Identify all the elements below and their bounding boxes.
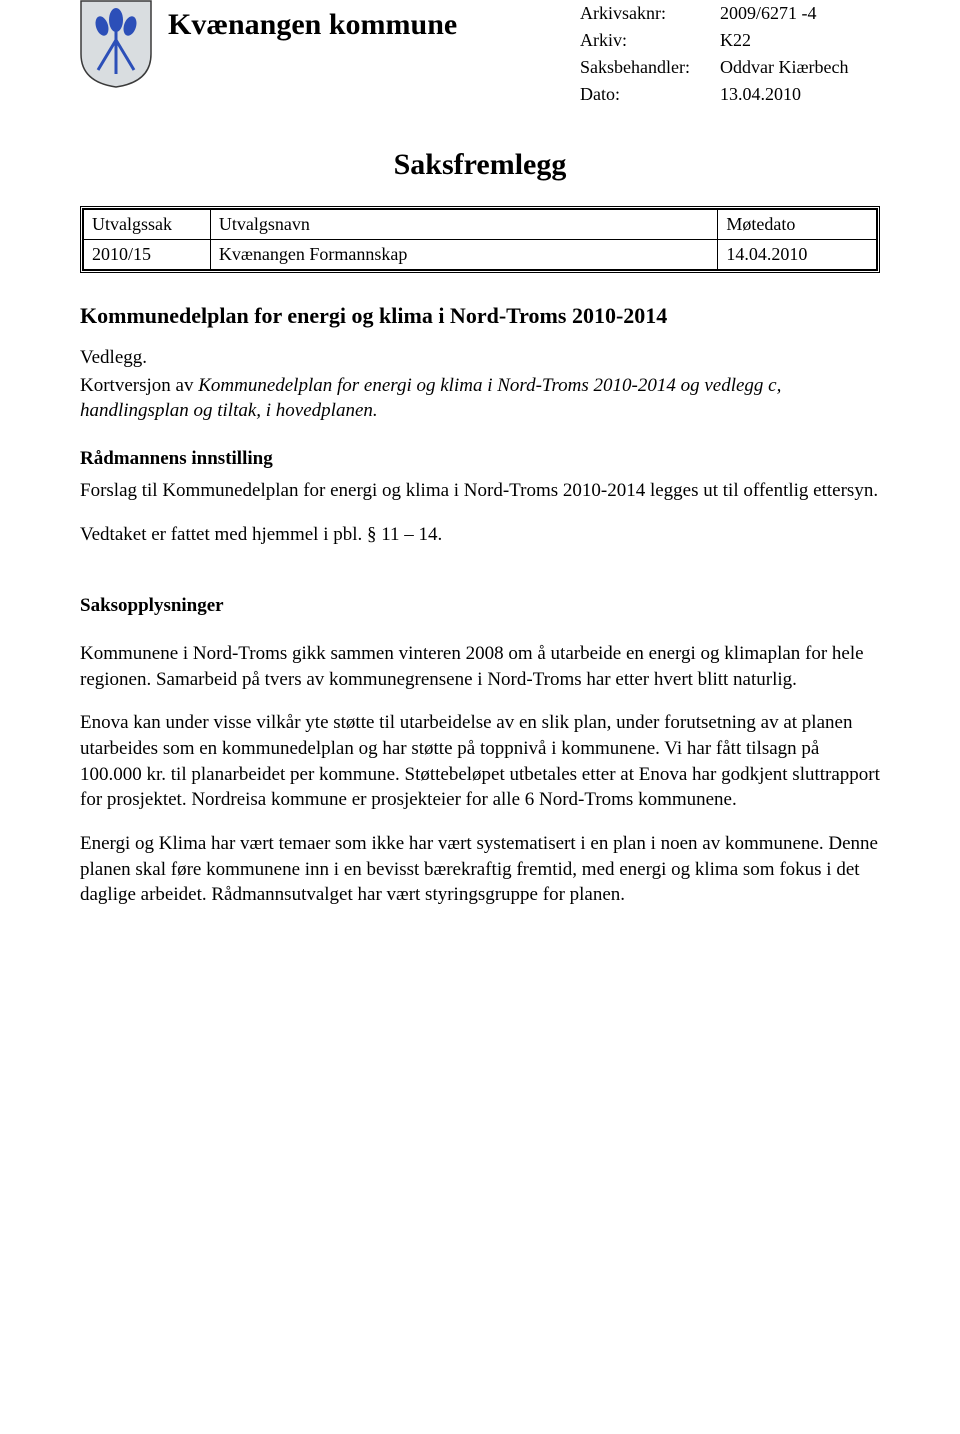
meta-row-arkivsaknr: Arkivsaknr: 2009/6271 -4 xyxy=(580,0,880,27)
meta-label: Arkiv: xyxy=(580,27,720,54)
table-cell: 2010/15 xyxy=(84,240,211,270)
meeting-table: Utvalgssak Utvalgsnavn Møtedato 2010/15 … xyxy=(83,209,877,270)
opplysninger-heading: Saksopplysninger xyxy=(80,595,880,617)
meeting-table-wrap: Utvalgssak Utvalgsnavn Møtedato 2010/15 … xyxy=(80,206,880,273)
innstilling-p2: Vedtaket er fattet med hjemmel i pbl. § … xyxy=(80,522,880,548)
meta-row-saksbehandler: Saksbehandler: Oddvar Kiærbech xyxy=(580,54,880,81)
table-header-cell: Møtedato xyxy=(718,210,877,240)
opplysninger-p3: Energi og Klima har vært temaer som ikke… xyxy=(80,831,880,908)
meta-label: Arkivsaknr: xyxy=(580,0,720,27)
opplysninger-p2: Enova kan under visse vilkår yte støtte … xyxy=(80,710,880,813)
document-header: Kvænangen kommune Arkivsaknr: 2009/6271 … xyxy=(80,0,880,108)
attachments-section: Vedlegg. Kortversjon av Kommunedelplan f… xyxy=(80,345,880,424)
meta-value: 2009/6271 -4 xyxy=(720,0,880,27)
innstilling-p1: Forslag til Kommunedelplan for energi og… xyxy=(80,478,880,504)
case-title: Kommunedelplan for energi og klima i Nor… xyxy=(80,303,880,329)
attachments-prefix: Kortversjon av xyxy=(80,375,198,396)
meta-row-arkiv: Arkiv: K22 xyxy=(580,27,880,54)
attachments-text: Kortversjon av Kommunedelplan for energi… xyxy=(80,373,880,424)
table-row: 2010/15 Kvænangen Formannskap 14.04.2010 xyxy=(84,240,877,270)
meta-row-dato: Dato: 13.04.2010 xyxy=(580,81,880,108)
meta-label: Dato: xyxy=(580,81,720,108)
attachments-label: Vedlegg. xyxy=(80,345,880,371)
organization-name: Kvænangen kommune xyxy=(168,8,564,42)
case-meta-block: Arkivsaknr: 2009/6271 -4 Arkiv: K22 Saks… xyxy=(580,0,880,108)
table-header-cell: Utvalgsnavn xyxy=(210,210,718,240)
innstilling-heading: Rådmannens innstilling xyxy=(80,448,880,470)
meta-label: Saksbehandler: xyxy=(580,54,720,81)
table-cell: 14.04.2010 xyxy=(718,240,877,270)
table-header-cell: Utvalgssak xyxy=(84,210,211,240)
meta-value: 13.04.2010 xyxy=(720,81,880,108)
meta-value: K22 xyxy=(720,27,880,54)
meta-value: Oddvar Kiærbech xyxy=(720,54,880,81)
document-title: Saksfremlegg xyxy=(80,148,880,182)
table-header-row: Utvalgssak Utvalgsnavn Møtedato xyxy=(84,210,877,240)
table-cell: Kvænangen Formannskap xyxy=(210,240,718,270)
document-page: Kvænangen kommune Arkivsaknr: 2009/6271 … xyxy=(0,0,960,966)
opplysninger-p1: Kommunene i Nord-Troms gikk sammen vinte… xyxy=(80,641,880,692)
municipal-crest-icon xyxy=(80,0,152,88)
